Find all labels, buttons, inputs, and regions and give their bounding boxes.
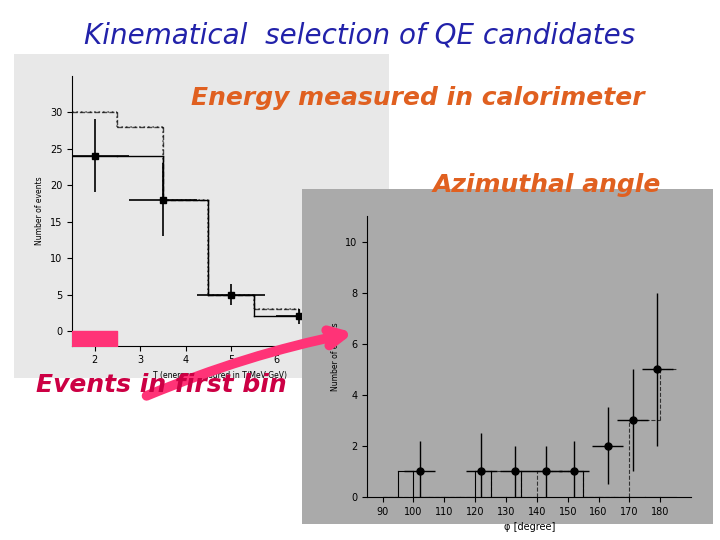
Text: Events in first bin: Events in first bin: [36, 373, 287, 396]
Y-axis label: Number of events: Number of events: [330, 322, 340, 391]
Text: Energy measured in calorimeter: Energy measured in calorimeter: [191, 86, 644, 110]
X-axis label: φ [degree]: φ [degree]: [503, 522, 555, 532]
Text: Azimuthal angle: Azimuthal angle: [433, 173, 662, 197]
Y-axis label: Number of events: Number of events: [35, 176, 44, 245]
X-axis label: T (energy measured in T/MeV GeV): T (energy measured in T/MeV GeV): [153, 371, 287, 380]
Text: Kinematical  selection of QE candidates: Kinematical selection of QE candidates: [84, 22, 636, 50]
